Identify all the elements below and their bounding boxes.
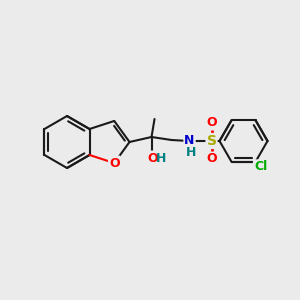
Text: O: O [147, 152, 158, 164]
Text: S: S [206, 134, 217, 148]
Text: N: N [184, 134, 195, 148]
Text: H: H [156, 152, 167, 164]
Text: Cl: Cl [254, 160, 267, 173]
Text: O: O [206, 152, 217, 166]
Text: H: H [186, 146, 197, 158]
Text: O: O [206, 116, 217, 130]
Text: O: O [109, 157, 120, 169]
